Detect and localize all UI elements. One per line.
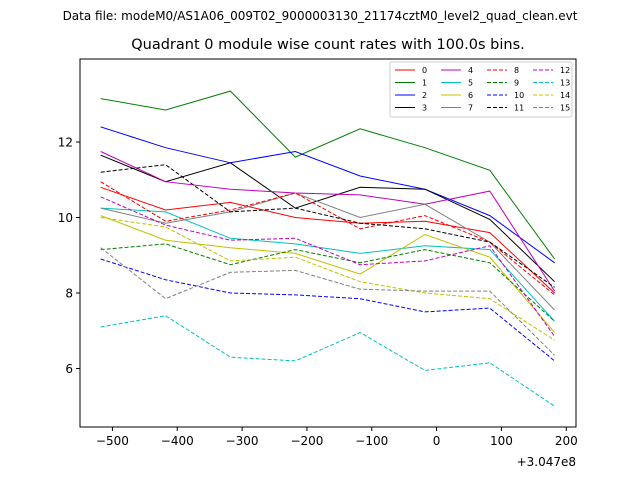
series-line-7: [100, 192, 555, 311]
series-line-12: [100, 196, 556, 337]
series-line-14: [100, 217, 555, 341]
legend-label-11: 11: [514, 104, 524, 113]
series-line-3: [100, 154, 555, 283]
legend-label-0: 0: [422, 66, 427, 75]
series-line-0: [100, 186, 555, 294]
series-line-4: [100, 151, 556, 292]
x-tick-label: −200: [290, 434, 323, 448]
x-tick-label: −100: [355, 434, 388, 448]
axes-frame: [79, 58, 577, 428]
legend-label-13: 13: [560, 79, 570, 88]
x-tick-label: −300: [226, 434, 259, 448]
y-tick-label: 6: [65, 362, 73, 376]
x-tick-label: 200: [555, 434, 578, 448]
chart-title: Quadrant 0 module wise count rates with …: [131, 37, 525, 53]
y-tick-label: 10: [58, 211, 73, 225]
figure-suptitle: Data file: modeM0/AS1A06_009T02_90000031…: [63, 9, 578, 23]
legend-label-7: 7: [468, 104, 473, 113]
x-offset-label: +3.047e8: [517, 455, 576, 469]
y-tick-label: 12: [58, 136, 73, 150]
x-tick-label: −500: [96, 434, 129, 448]
axes-layer: −500 −400 −300 −200 −100 0 100 200681012+3.047e…: [58, 58, 578, 469]
legend-label-10: 10: [514, 91, 524, 100]
series-line-11: [100, 164, 555, 288]
series-line-1: [100, 90, 556, 260]
legend-label-1: 1: [422, 79, 427, 88]
legend-label-8: 8: [514, 66, 519, 75]
series-line-15: [100, 247, 555, 356]
legend-label-2: 2: [422, 91, 427, 100]
series-line-6: [100, 215, 555, 333]
series-line-8: [100, 181, 555, 296]
x-tick-label: 100: [490, 434, 513, 448]
series-layer: [100, 90, 556, 407]
legend-label-15: 15: [560, 104, 570, 113]
legend-label-14: 14: [560, 91, 570, 100]
legend-label-9: 9: [514, 79, 519, 88]
series-line-13: [100, 315, 555, 407]
legend-box: [389, 61, 573, 118]
y-tick-label: 8: [65, 287, 73, 301]
legend-label-4: 4: [468, 66, 473, 75]
legend-label-5: 5: [468, 79, 473, 88]
series-line-9: [100, 243, 555, 322]
series-line-2: [100, 126, 555, 264]
legend-label-3: 3: [422, 104, 427, 113]
series-line-10: [100, 258, 555, 362]
x-tick-label: 0: [433, 434, 441, 448]
legend-label-6: 6: [468, 91, 473, 100]
series-line-5: [100, 207, 555, 322]
x-tick-label: −400: [161, 434, 194, 448]
legend-label-12: 12: [560, 66, 570, 75]
